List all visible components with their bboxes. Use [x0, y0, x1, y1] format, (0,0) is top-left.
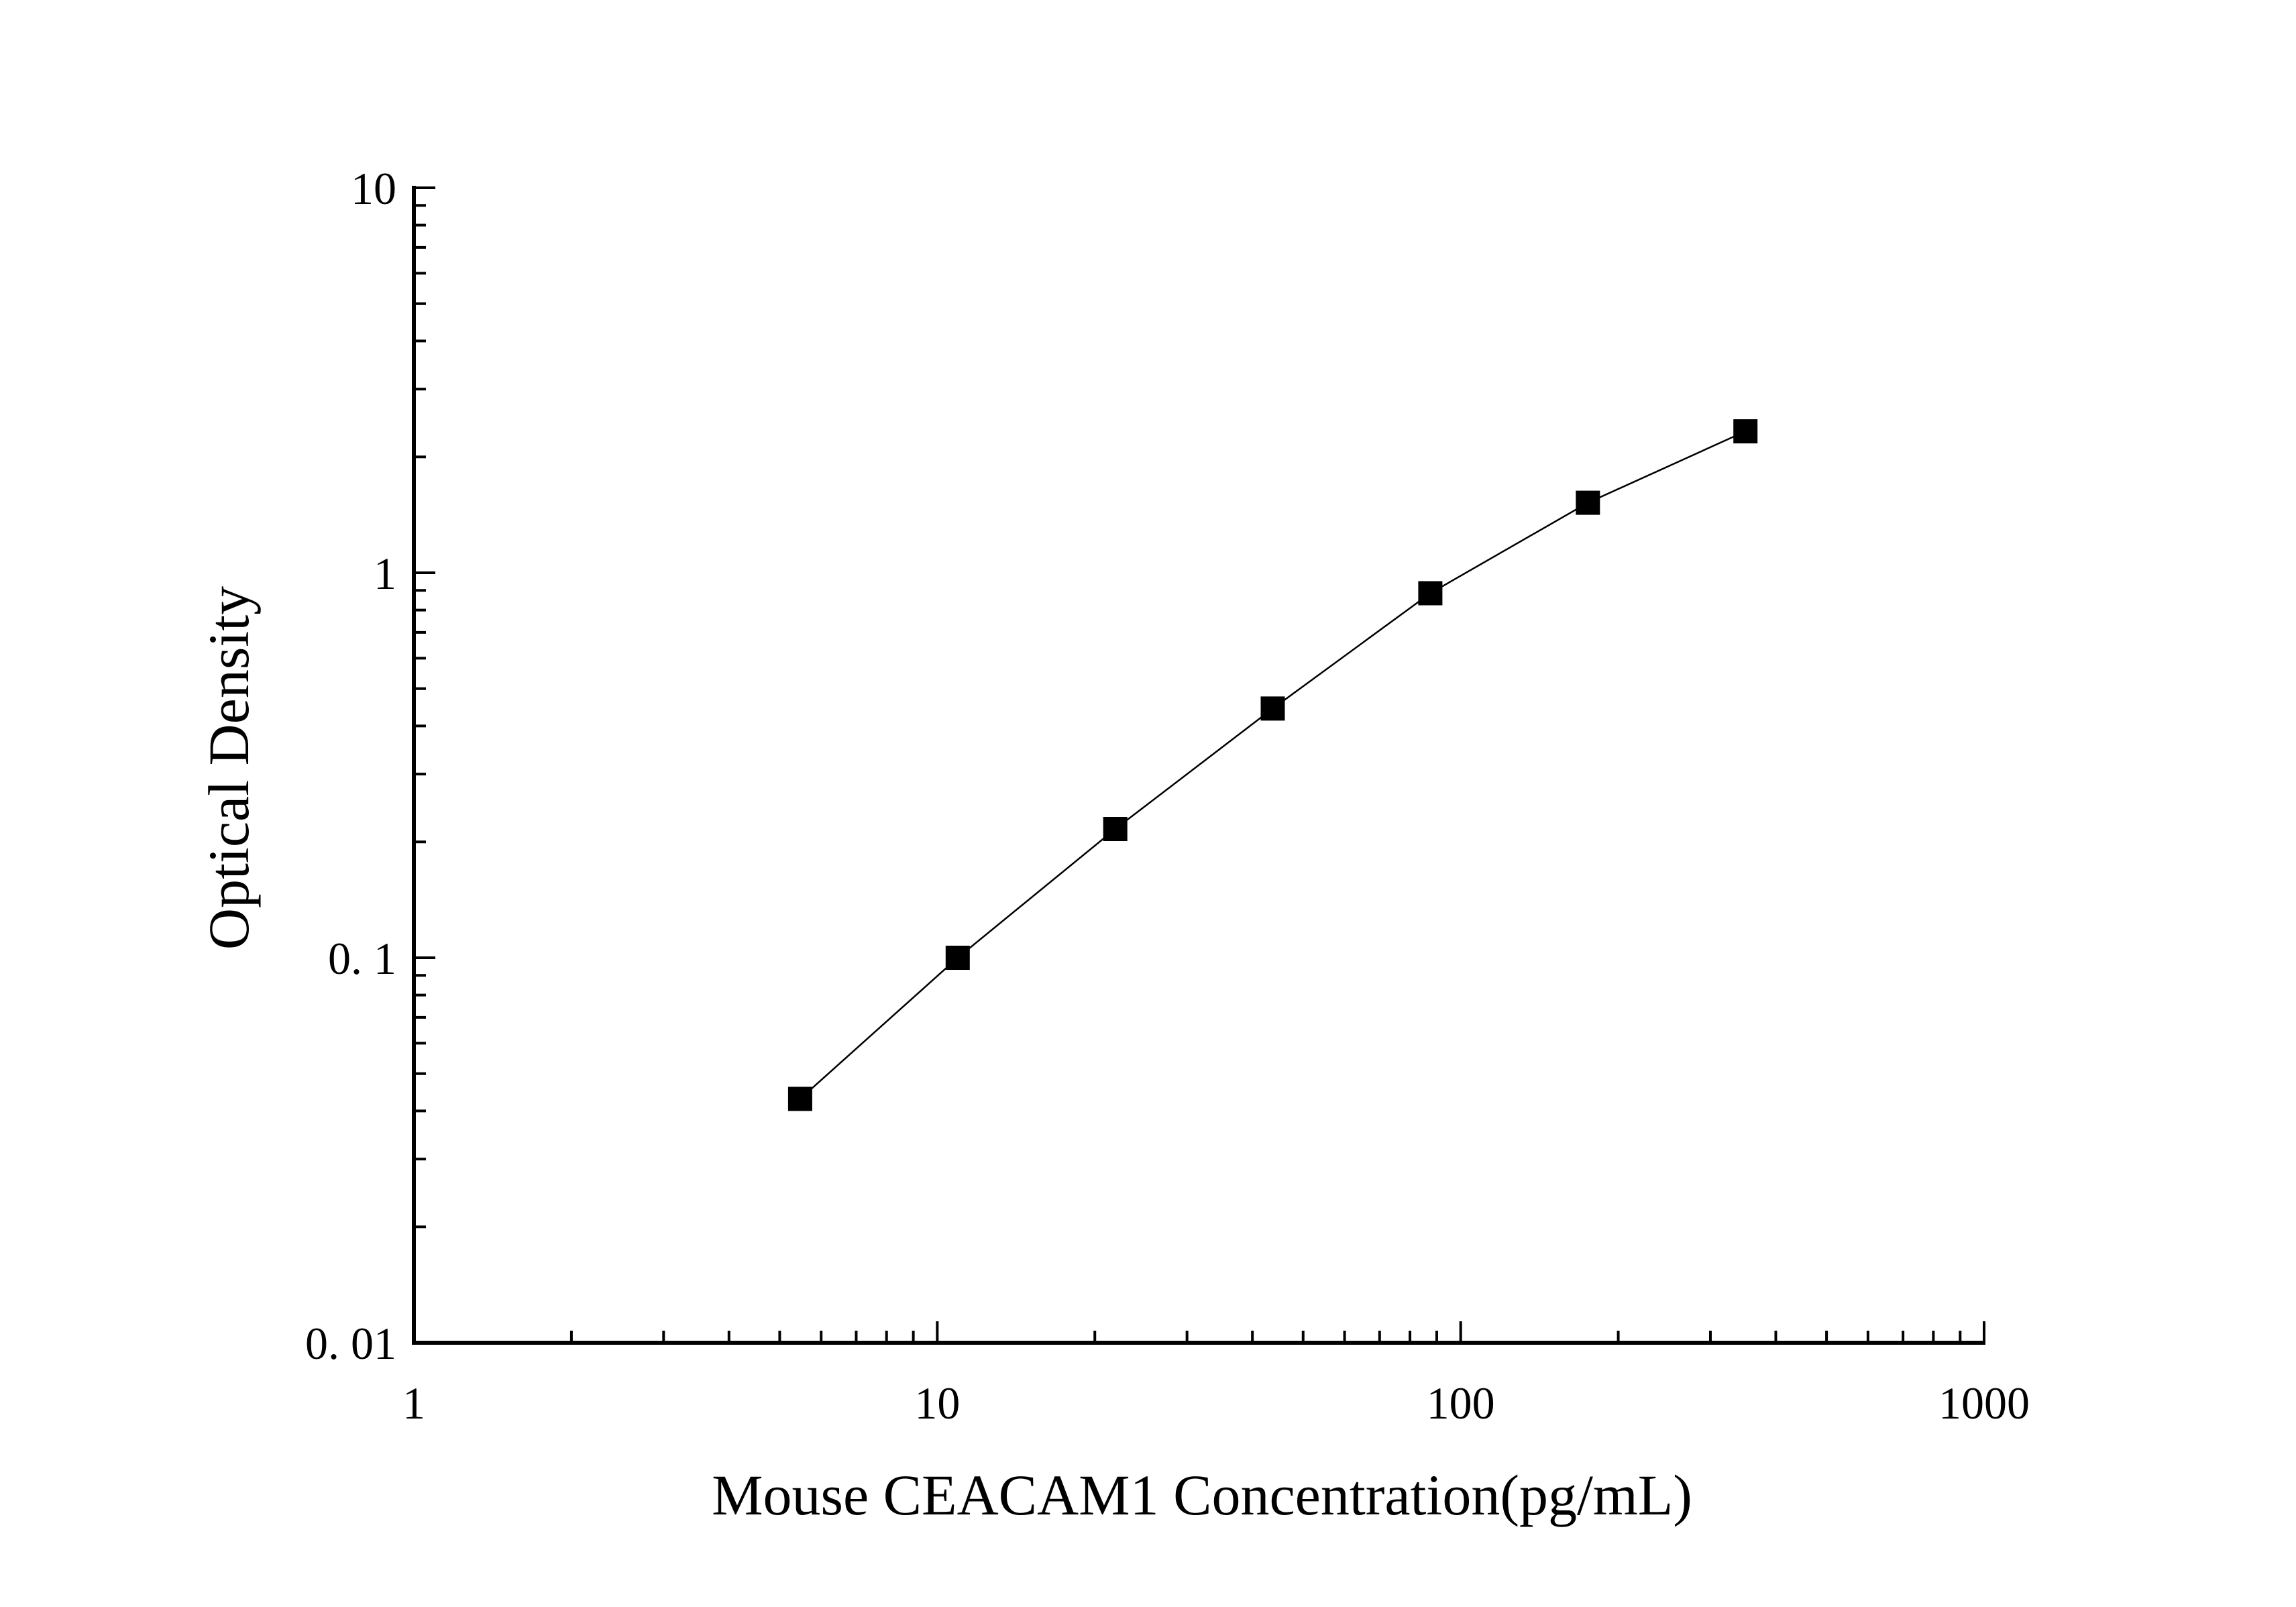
x-tick-label: 1000 [1938, 1378, 2030, 1429]
x-tick-label: 100 [1427, 1378, 1495, 1429]
y-tick-label: 1 [374, 548, 396, 599]
data-point-marker [1260, 696, 1285, 721]
y-axis-title: Optical Density [197, 586, 261, 950]
x-tick-label: 1 [402, 1378, 425, 1429]
axes: 1 10 100 1000 0. 01 0. 1 1 10 [305, 163, 2030, 1429]
x-tick-label: 10 [914, 1378, 960, 1429]
data-point-marker [1103, 817, 1128, 841]
data-point-marker [1576, 490, 1600, 515]
y-tick-label: 10 [351, 163, 396, 214]
series-line [800, 430, 1746, 1100]
data-point-marker [1418, 581, 1443, 606]
data-point-marker [945, 946, 970, 970]
data-point-marker [787, 1087, 812, 1111]
data-point-marker [1733, 419, 1758, 444]
y-tick-label: 0. 01 [305, 1318, 396, 1369]
plot-area [787, 419, 1758, 1111]
y-tick-label: 0. 1 [328, 933, 396, 984]
x-axis-title: Mouse CEACAM1 Concentration(pg/mL) [712, 1463, 1692, 1527]
